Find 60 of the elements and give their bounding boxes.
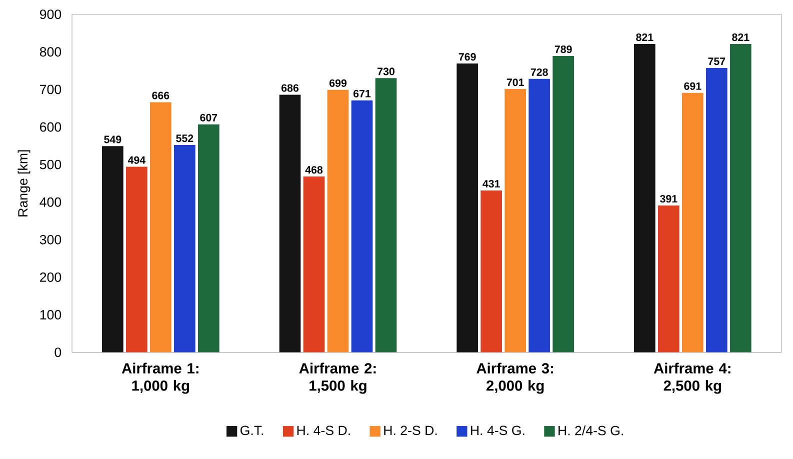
bar (126, 166, 148, 352)
data-label: 391 (660, 194, 678, 203)
bar (682, 92, 704, 352)
data-label: 671 (354, 90, 371, 98)
y-tick-label: 200 (40, 272, 62, 282)
data-label: 699 (330, 79, 347, 87)
bar (480, 190, 502, 352)
x-tick-label: Airframe 4: 2,500 kg (654, 362, 730, 394)
data-label: 757 (708, 58, 726, 66)
bar (351, 100, 373, 352)
data-label: 549 (104, 136, 122, 144)
bar (504, 89, 526, 352)
data-label: 607 (200, 114, 218, 122)
y-tick-label: 400 (40, 197, 62, 207)
y-tick-label: 100 (40, 310, 62, 320)
bar (174, 145, 196, 352)
y-tick-label: 300 (40, 234, 62, 244)
x-tick-label: Airframe 2: 1,500 kg (299, 362, 376, 394)
bar (375, 78, 397, 352)
bar (327, 90, 349, 352)
bar (706, 68, 728, 352)
data-label: 821 (732, 34, 750, 42)
bar (528, 78, 550, 352)
data-label: 769 (458, 53, 476, 61)
data-label: 789 (554, 46, 572, 54)
data-label: 494 (128, 156, 146, 164)
bar (552, 56, 574, 352)
legend-label: H. 2-S D. (384, 426, 437, 436)
data-label: 686 (282, 84, 299, 92)
bar (303, 176, 325, 352)
y-tick-label: 0 (54, 348, 62, 358)
bar (198, 124, 220, 352)
data-label: 821 (636, 34, 654, 42)
y-tick-label: 900 (40, 10, 62, 20)
bar (102, 146, 124, 352)
bar (634, 44, 656, 352)
data-label: 468 (305, 166, 323, 174)
y-tick-label: 600 (40, 122, 62, 132)
data-label: 730 (378, 68, 394, 76)
data-label: 552 (176, 134, 194, 142)
legend-label: H. 2/4-S G. (558, 426, 623, 436)
legend-label: H. 4-S D. (297, 426, 350, 436)
y-axis-title: Range [km] (18, 150, 30, 216)
y-tick-label: 700 (40, 84, 62, 94)
data-label: 666 (152, 92, 170, 100)
data-label: 728 (530, 68, 548, 76)
x-tick-label: Airframe 1: 1,000 kg (122, 362, 198, 394)
bar (658, 205, 680, 352)
data-label: 701 (506, 78, 524, 86)
x-tick-label: Airframe 3: 2,000 kg (476, 362, 554, 394)
bar (456, 64, 478, 352)
y-tick-label: 500 (40, 160, 62, 170)
bar (150, 102, 172, 352)
bar (730, 44, 752, 352)
y-tick-label: 800 (40, 47, 62, 57)
bar (279, 94, 301, 352)
data-label: 431 (482, 180, 500, 188)
legend-label: H. 4-S G. (471, 426, 524, 436)
legend-label: G.T. (240, 426, 264, 436)
data-label: 691 (684, 82, 702, 90)
